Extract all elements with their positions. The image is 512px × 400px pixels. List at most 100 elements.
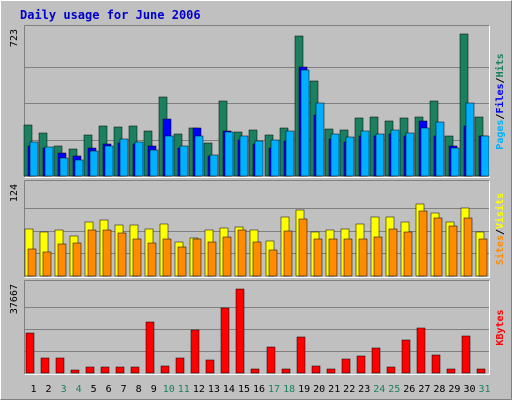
bar-kbytes-day-25 xyxy=(386,366,396,374)
bar-sites-day-18 xyxy=(283,230,293,277)
x-tick-label: 31 xyxy=(478,384,490,395)
bar-kbytes-day-28 xyxy=(431,354,441,374)
bar-sites-day-20 xyxy=(313,238,323,277)
x-tick-label: 29 xyxy=(448,384,460,395)
legend-visits-sites: Sites/Visits xyxy=(494,193,506,265)
legend-entry: Pages xyxy=(495,120,506,150)
bar-sites-day-3 xyxy=(57,243,67,277)
bar-sites-day-19 xyxy=(298,218,308,277)
bar-pages-day-13 xyxy=(209,154,219,177)
bar-pages-day-15 xyxy=(239,135,249,177)
bar-sites-day-9 xyxy=(147,242,157,277)
bar-kbytes-day-29 xyxy=(446,368,456,374)
bar-kbytes-day-24 xyxy=(371,347,381,374)
x-tick-label: 8 xyxy=(136,384,142,395)
bar-pages-day-24 xyxy=(375,133,385,177)
bar-kbytes-day-10 xyxy=(160,365,170,374)
legend-entry: KBytes xyxy=(495,309,506,345)
bar-kbytes-day-30 xyxy=(461,335,471,374)
bar-sites-day-16 xyxy=(252,241,262,277)
bar-pages-day-30 xyxy=(465,102,475,177)
bar-kbytes-day-21 xyxy=(326,368,336,374)
bar-kbytes-day-22 xyxy=(341,358,351,374)
legend-entry: Visits xyxy=(494,193,506,229)
bar-kbytes-day-20 xyxy=(311,365,321,374)
y-max-label: 723 xyxy=(9,29,20,47)
x-tick-label: 3 xyxy=(61,384,67,395)
x-tick-label: 28 xyxy=(433,384,445,395)
bar-pages-day-18 xyxy=(285,130,295,177)
bar-kbytes-day-23 xyxy=(356,355,366,374)
legend-entry: / xyxy=(495,114,506,120)
legend-kbytes: KBytes xyxy=(495,309,506,345)
bar-pages-day-29 xyxy=(450,147,460,177)
x-tick-label: 10 xyxy=(163,384,175,395)
legend-entry: / xyxy=(495,77,506,83)
bar-kbytes-day-26 xyxy=(401,339,411,374)
x-tick-label: 11 xyxy=(178,384,190,395)
bar-sites-day-11 xyxy=(177,246,187,277)
bar-kbytes-day-6 xyxy=(100,366,110,374)
bar-sites-day-10 xyxy=(162,238,172,277)
legend-entry: Hits xyxy=(494,53,506,77)
x-axis-labels: 1 2 3 4 5 6 7 8 9 10 11 12 13 14 15 16 17 18 19 20 21 22 23 24 2… xyxy=(30,384,490,395)
bar-sites-day-15 xyxy=(237,229,247,277)
bar-kbytes-day-14 xyxy=(220,307,230,374)
bar-pages-day-23 xyxy=(360,130,370,177)
bar-kbytes-day-18 xyxy=(281,368,291,374)
bar-sites-day-2 xyxy=(42,251,52,277)
bar-pages-day-14 xyxy=(224,131,234,177)
bar-kbytes-day-2 xyxy=(40,357,50,374)
bar-sites-day-8 xyxy=(132,238,142,277)
y-max-label: 37667 xyxy=(9,284,20,314)
bar-kbytes-day-27 xyxy=(416,327,426,374)
bar-pages-day-9 xyxy=(149,149,159,177)
bar-sites-day-12 xyxy=(192,238,202,277)
bar-pages-day-3 xyxy=(59,157,69,177)
bar-pages-day-10 xyxy=(164,135,174,177)
x-tick-label: 19 xyxy=(298,384,310,395)
bar-sites-day-27 xyxy=(418,210,428,277)
x-tick-label: 18 xyxy=(283,384,295,395)
bar-sites-day-28 xyxy=(433,217,443,277)
x-tick-label: 21 xyxy=(328,384,340,395)
legend-entry: / xyxy=(495,229,506,235)
x-tick-label: 16 xyxy=(253,384,265,395)
bar-pages-day-31 xyxy=(480,135,490,177)
bar-pages-day-22 xyxy=(345,136,355,177)
x-tick-label: 12 xyxy=(193,384,205,395)
bar-pages-day-20 xyxy=(315,102,325,177)
bar-pages-day-19 xyxy=(300,69,310,177)
bar-kbytes-day-5 xyxy=(85,366,95,374)
bar-pages-day-7 xyxy=(119,138,129,177)
legend-entry: Files xyxy=(494,83,506,113)
x-tick-label: 7 xyxy=(121,384,127,395)
bar-sites-day-14 xyxy=(222,236,232,277)
bar-kbytes-day-9 xyxy=(145,321,155,374)
bar-kbytes-day-17 xyxy=(266,346,276,374)
x-tick-label: 22 xyxy=(343,384,355,395)
x-tick-label: 30 xyxy=(463,384,475,395)
x-tick-label: 20 xyxy=(313,384,325,395)
bar-sites-day-31 xyxy=(478,238,488,277)
bar-sites-day-4 xyxy=(72,242,82,277)
bar-kbytes-day-1 xyxy=(25,332,35,374)
bar-sites-day-5 xyxy=(87,229,97,277)
bar-pages-day-16 xyxy=(254,140,264,177)
bar-kbytes-day-12 xyxy=(190,329,200,374)
bar-sites-day-1 xyxy=(27,248,37,277)
bar-kbytes-day-4 xyxy=(70,369,80,374)
plot-area xyxy=(24,280,490,375)
bar-kbytes-day-15 xyxy=(235,288,245,374)
x-tick-label: 27 xyxy=(418,384,430,395)
legend-entry: Sites xyxy=(494,235,506,265)
bar-kbytes-day-7 xyxy=(115,366,125,374)
x-tick-label: 17 xyxy=(268,384,280,395)
bar-kbytes-day-31 xyxy=(476,368,486,374)
x-tick-label: 2 xyxy=(45,384,51,395)
bar-sites-day-22 xyxy=(343,238,353,277)
bar-kbytes-day-13 xyxy=(205,359,215,374)
x-tick-label: 23 xyxy=(358,384,370,395)
